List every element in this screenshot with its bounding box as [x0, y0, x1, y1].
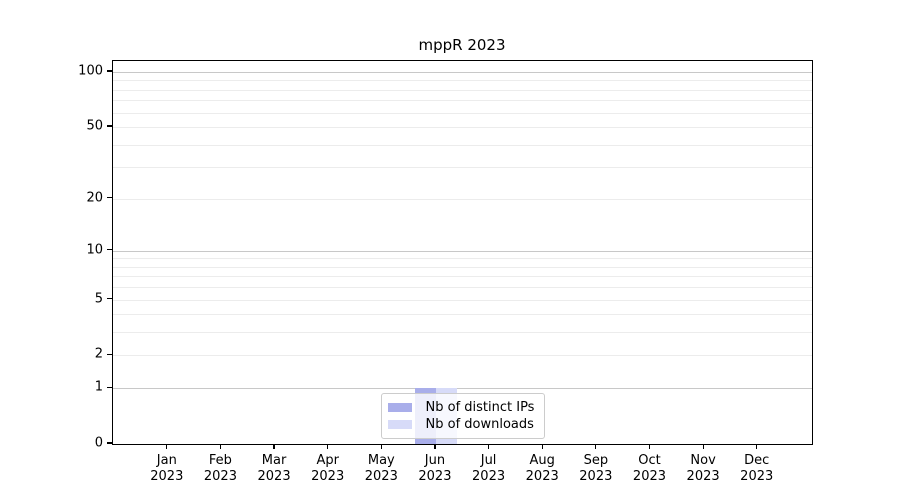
gridline-minor-90: [113, 80, 812, 82]
y-tick-5: [107, 297, 112, 300]
x-tick-label-jun: Jun 2023: [418, 453, 452, 484]
y-tick-label-10: 10: [86, 242, 103, 258]
gridline-minor-4: [113, 314, 812, 316]
gridline-minor-7: [113, 276, 812, 278]
y-tick-label-1: 1: [94, 379, 103, 395]
x-tick-sep: [595, 444, 597, 449]
x-tick-aug: [541, 444, 543, 449]
plot-area: Nb of distinct IPs Nb of downloads: [112, 60, 813, 445]
x-tick-label-apr: Apr 2023: [311, 453, 345, 484]
gridline-minor-5: [113, 299, 812, 301]
y-tick-label-50: 50: [86, 118, 103, 134]
y-tick-2: [107, 353, 112, 356]
legend-swatch-nb-of-downloads: [387, 420, 412, 429]
gridline-minor-50: [113, 127, 812, 129]
gridline-minor-80: [113, 89, 812, 91]
gridline-minor-40: [113, 144, 812, 146]
x-tick-jun: [434, 444, 436, 449]
gridline-minor-60: [113, 112, 812, 114]
x-tick-label-sep: Sep 2023: [579, 453, 613, 484]
x-tick-nov: [702, 444, 704, 449]
gridline-major-1: [113, 388, 812, 390]
legend: Nb of distinct IPs Nb of downloads: [380, 393, 545, 439]
y-tick-10: [107, 249, 112, 251]
gridline-minor-8: [113, 266, 812, 268]
y-tick-label-2: 2: [94, 346, 103, 362]
gridline-minor-2: [113, 355, 812, 357]
gridline-minor-20: [113, 198, 812, 200]
x-tick-jul: [487, 444, 490, 449]
y-tick-50: [107, 125, 112, 127]
x-tick-label-aug: Aug 2023: [525, 453, 559, 484]
x-tick-may: [380, 444, 382, 449]
legend-label: Nb of downloads: [425, 417, 534, 432]
y-tick-20: [107, 196, 112, 199]
x-tick-label-jul: Jul 2023: [472, 453, 506, 484]
legend-label: Nb of distinct IPs: [425, 400, 535, 415]
gridline-minor-30: [113, 167, 812, 169]
x-tick-apr: [327, 444, 329, 449]
gridline-minor-3: [113, 332, 812, 334]
x-tick-jan: [166, 444, 168, 449]
gridline-major-10: [113, 250, 812, 252]
y-tick-1: [107, 386, 112, 388]
x-tick-label-dec: Dec 2023: [740, 453, 774, 484]
x-tick-feb: [219, 444, 222, 449]
y-tick-0: [107, 442, 112, 444]
gridline-minor-70: [113, 100, 812, 102]
y-tick-label-20: 20: [86, 190, 103, 206]
x-tick-label-may: May 2023: [364, 453, 398, 484]
legend-entry-nb-of-distinct-ips: Nb of distinct IPs: [387, 399, 536, 416]
gridline-minor-9: [113, 258, 812, 260]
y-tick-label-0: 0: [94, 435, 103, 451]
y-tick-label-100: 100: [78, 63, 103, 79]
y-tick-label-5: 5: [94, 291, 103, 307]
y-tick-100: [107, 70, 112, 72]
gridline-minor-6: [113, 287, 812, 289]
legend-entry-nb-of-downloads: Nb of downloads: [387, 416, 536, 433]
x-tick-label-oct: Oct 2023: [632, 453, 667, 484]
x-tick-dec: [756, 444, 758, 449]
chart-title: mppR 2023: [418, 36, 506, 54]
x-tick-label-feb: Feb 2023: [203, 453, 237, 484]
gridline-major-100: [113, 72, 812, 73]
x-tick-label-nov: Nov 2023: [686, 453, 720, 484]
x-tick-mar: [273, 444, 275, 449]
legend-swatch-nb-of-distinct-ips: [387, 403, 412, 412]
x-tick-oct: [648, 444, 651, 449]
x-tick-label-jan: Jan 2023: [150, 453, 184, 484]
x-tick-label-mar: Mar 2023: [257, 453, 291, 484]
